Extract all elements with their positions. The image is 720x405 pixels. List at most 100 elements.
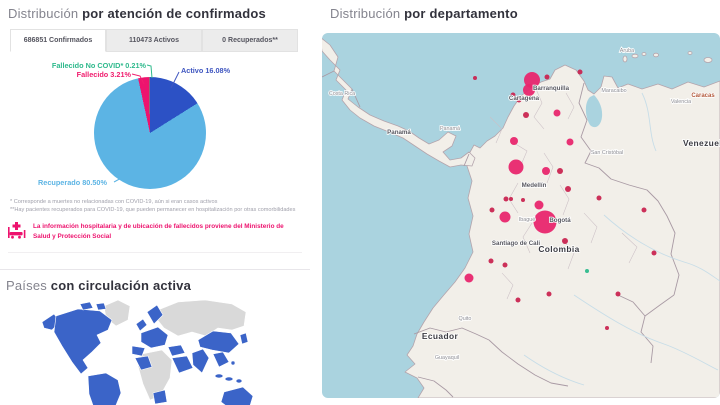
department-bubble[interactable] — [488, 258, 494, 264]
footnote-2: **Hay pacientes recuperados para COVID-1… — [10, 207, 296, 213]
department-bubble[interactable] — [509, 197, 513, 201]
island — [653, 52, 659, 58]
department-bubble[interactable] — [534, 200, 544, 210]
world-region-south-africa — [152, 389, 168, 405]
country-borders — [322, 70, 680, 398]
world-region-uk — [135, 318, 148, 332]
map-label: Aruba — [620, 48, 634, 54]
south-america-land — [404, 64, 720, 398]
map-label-layer: Costa Rica Panamá Panamá Aruba Barranquilla C… — [328, 47, 720, 362]
central-america-land — [322, 38, 476, 168]
island-margarita — [703, 57, 713, 63]
world-region-philippines — [230, 360, 236, 366]
department-bubble[interactable] — [503, 196, 509, 202]
pie-label-recuperado: Recuperado 80.50% — [38, 178, 107, 187]
colombia-map[interactable]: Costa Rica Panamá Panamá Aruba Barranquilla C… — [322, 33, 720, 398]
pie-chart[interactable] — [94, 77, 206, 189]
department-bubble[interactable] — [557, 168, 563, 174]
map-label: Maracaibo — [601, 88, 626, 94]
map-label: Guayaquil — [435, 355, 459, 361]
map-label: Ibagué — [519, 217, 536, 223]
world-map[interactable] — [0, 296, 310, 405]
map-label: Bogotá — [549, 217, 571, 224]
title-light: Distribución — [330, 6, 401, 21]
department-bubble[interactable] — [546, 291, 552, 297]
department-bubble[interactable] — [562, 238, 568, 244]
department-bubble[interactable] — [542, 167, 550, 175]
section-divider — [0, 269, 310, 270]
title-bold: por atención de confirmados — [82, 6, 266, 21]
department-bubble[interactable] — [565, 186, 571, 192]
world-region-russia — [155, 299, 247, 337]
map-label: Colombia — [538, 244, 579, 254]
world-region-scandinavia — [146, 304, 164, 325]
confirmed-distribution-title: Distribución por atención de confirmados — [8, 6, 266, 21]
department-bubble[interactable] — [577, 69, 583, 75]
department-bubble[interactable] — [641, 207, 647, 213]
world-region-west-africa — [134, 355, 153, 371]
world-region-indonesia — [214, 373, 224, 379]
bubble-layer — [464, 69, 657, 330]
department-bubble[interactable] — [499, 211, 511, 223]
map-label: San Cristóbal — [591, 150, 623, 156]
footnote-1: * Corresponde a muertes no relacionadas … — [10, 199, 218, 205]
department-bubble[interactable] — [489, 207, 495, 213]
lake-maracaibo — [585, 95, 603, 128]
divider — [8, 252, 302, 253]
tab-activos[interactable]: 110473 Activos — [106, 29, 202, 52]
world-region-iberia — [131, 345, 146, 357]
department-bubble[interactable] — [502, 262, 508, 268]
status-tabs: 686851 Confirmados 110473 Activos 0 Recu… — [10, 29, 298, 52]
department-bubble[interactable] — [553, 109, 561, 117]
pie-label-activo: Activo 16.08% — [181, 66, 231, 75]
map-label: Barranquilla — [533, 85, 570, 92]
world-region-indonesia — [235, 378, 243, 384]
world-region-southeast-asia — [212, 351, 230, 368]
island — [687, 51, 693, 55]
world-region-china — [197, 330, 240, 354]
world-region-japan — [239, 332, 249, 345]
active-circulation-title: Países con circulación activa — [6, 278, 191, 293]
island-curacao — [631, 53, 639, 59]
department-bubble[interactable] — [464, 273, 474, 283]
map-label: Santiago de Cali — [492, 240, 540, 247]
notice-text: La información hospitalaria y de ubicaci… — [33, 223, 284, 241]
department-bubble[interactable] — [473, 76, 477, 80]
department-bubble[interactable] — [585, 269, 589, 273]
department-bubble[interactable] — [615, 291, 621, 297]
map-label: Quito — [459, 316, 472, 322]
world-region-india — [191, 348, 210, 374]
map-label: Costa Rica — [329, 91, 355, 97]
department-bubble[interactable] — [596, 195, 602, 201]
department-bubble[interactable] — [544, 74, 550, 80]
department-bubble[interactable] — [516, 97, 522, 103]
department-bubble[interactable] — [521, 198, 525, 202]
rivers — [523, 92, 720, 386]
world-region-north-america — [53, 308, 113, 375]
map-label: Valencia — [671, 99, 691, 105]
world-region-canadian-islands — [79, 301, 107, 311]
title-light: Países — [6, 278, 47, 293]
department-bubble[interactable] — [524, 72, 540, 88]
department-bubble[interactable] — [523, 84, 535, 96]
world-region-europe — [140, 326, 169, 349]
department-bubble[interactable] — [651, 250, 657, 256]
world-region-australia — [220, 386, 254, 405]
department-bubble[interactable] — [566, 138, 574, 146]
tab-confirmados[interactable]: 686851 Confirmados — [10, 29, 106, 52]
department-bubble[interactable] — [523, 112, 529, 118]
map-label: Medellín — [522, 182, 547, 189]
title-bold: por departamento — [404, 6, 518, 21]
department-bubble[interactable] — [515, 297, 521, 303]
department-bubble[interactable] — [508, 159, 524, 175]
map-label: Cartagena — [509, 95, 540, 102]
world-region-south-america — [87, 372, 122, 405]
island-aruba — [622, 55, 628, 63]
map-label: Panamá — [440, 126, 460, 132]
map-label: Ecuador — [422, 331, 459, 341]
department-bubble[interactable] — [533, 210, 557, 234]
department-bubble[interactable] — [605, 326, 609, 330]
department-bubble[interactable] — [510, 137, 518, 145]
tab-recuperados[interactable]: 0 Recuperados** — [202, 29, 298, 52]
department-bubble[interactable] — [510, 92, 516, 98]
